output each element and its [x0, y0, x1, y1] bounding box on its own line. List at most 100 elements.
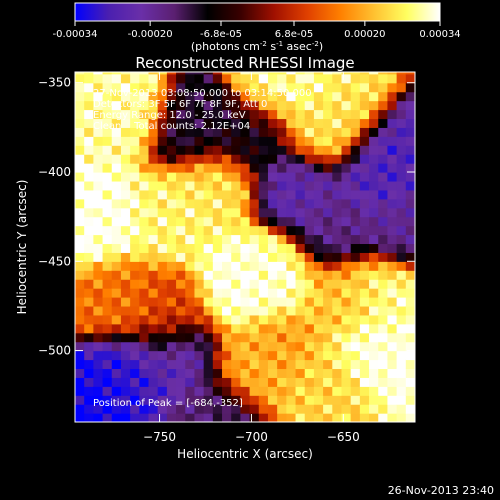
heatmap-cell	[396, 350, 407, 361]
heatmap-cell	[313, 109, 324, 120]
heatmap-cell	[369, 270, 379, 280]
heatmap-cell	[341, 100, 352, 111]
heatmap-cell	[249, 395, 260, 405]
heatmap-cell	[267, 216, 278, 227]
heatmap-cell	[194, 323, 205, 334]
heatmap-cell	[139, 368, 150, 378]
heatmap-cell	[378, 163, 389, 173]
heatmap-cell	[84, 234, 94, 245]
heatmap-cell	[387, 288, 398, 298]
heatmap-cell	[396, 413, 407, 422]
heatmap-cell	[157, 207, 168, 218]
heatmap-cell	[212, 189, 223, 200]
heatmap-cell	[341, 189, 352, 200]
heatmap-cell	[148, 341, 159, 352]
heatmap-cell	[240, 72, 251, 75]
heatmap-cell	[240, 368, 251, 378]
heatmap-cell	[139, 404, 150, 414]
heatmap-cell	[111, 154, 122, 164]
heatmap-cell	[359, 359, 370, 370]
colorbar-tick-label: 6.8e-05	[275, 29, 313, 40]
heatmap-cell	[240, 404, 251, 414]
heatmap-cell	[313, 189, 324, 200]
heatmap-cell	[405, 332, 415, 343]
heatmap-cell	[332, 154, 343, 164]
heatmap-cell	[139, 395, 150, 405]
heatmap-cell	[304, 297, 315, 307]
heatmap-cell	[304, 332, 315, 343]
heatmap-cell	[378, 73, 389, 84]
heatmap-cell	[323, 109, 333, 120]
heatmap-cell	[102, 413, 113, 422]
heatmap-cells	[75, 72, 415, 422]
heatmap-cell	[267, 163, 278, 173]
y-tick-label: −400	[38, 165, 71, 179]
heatmap-cell	[240, 145, 251, 155]
heatmap-cell	[286, 377, 297, 387]
heatmap-cell	[378, 216, 389, 227]
heatmap-cell	[378, 118, 389, 128]
heatmap-cell	[249, 109, 260, 120]
heatmap-cell	[212, 270, 223, 280]
heatmap-cell	[75, 332, 85, 343]
heatmap-cell	[359, 404, 370, 414]
heatmap-cell	[267, 350, 278, 361]
heatmap-cell	[166, 413, 177, 422]
heatmap-cell	[323, 350, 333, 361]
heatmap-cell	[332, 288, 343, 298]
heatmap-cell	[139, 377, 150, 387]
heatmap-cell	[341, 91, 352, 102]
heatmap-cell	[93, 297, 104, 307]
heatmap-cell	[157, 332, 168, 343]
heatmap-cell	[222, 377, 232, 387]
heatmap-cell	[359, 189, 370, 200]
heatmap-cell	[166, 261, 177, 271]
heatmap-cell	[313, 350, 324, 361]
heatmap-cell	[120, 395, 131, 405]
heatmap-cell	[120, 136, 131, 146]
heatmap-cell	[203, 163, 214, 173]
heatmap-cell	[166, 368, 177, 378]
heatmap-cell	[212, 404, 223, 414]
heatmap-cell	[304, 305, 315, 316]
heatmap-cell	[148, 350, 159, 361]
heatmap-cell	[203, 109, 214, 120]
heatmap-cell	[277, 154, 287, 164]
heatmap-cell	[75, 145, 85, 155]
heatmap-cell	[212, 341, 223, 352]
heatmap-cell	[359, 154, 370, 164]
heatmap-cell	[304, 350, 315, 361]
heatmap-cell	[304, 368, 315, 378]
heatmap-cell	[341, 127, 352, 137]
heatmap-cell	[277, 261, 287, 271]
heatmap-cell	[139, 234, 150, 245]
heatmap-cell	[350, 252, 361, 262]
heatmap-cell	[75, 72, 85, 75]
heatmap-cell	[84, 118, 94, 128]
heatmap-cell	[111, 270, 122, 280]
heatmap-cell	[194, 163, 205, 173]
heatmap-cell	[378, 252, 389, 262]
heatmap-cell	[148, 225, 159, 236]
heatmap-cell	[231, 163, 242, 173]
heatmap-cell	[387, 145, 398, 155]
heatmap-cell	[139, 279, 150, 289]
heatmap-cell	[194, 216, 205, 227]
heatmap-cell	[166, 359, 177, 370]
heatmap-cell	[323, 72, 333, 75]
heatmap-cell	[93, 100, 104, 111]
heatmap-cell	[111, 189, 122, 200]
heatmap-cell	[332, 404, 343, 414]
heatmap-cell	[304, 314, 315, 325]
heatmap-cell	[75, 198, 85, 209]
heatmap-cell	[249, 359, 260, 370]
heatmap-cell	[111, 136, 122, 146]
heatmap-cell	[139, 261, 150, 271]
heatmap-cell	[120, 189, 131, 200]
heatmap-cell	[350, 368, 361, 378]
heatmap-cell	[231, 404, 242, 414]
heatmap-cell	[84, 145, 94, 155]
heatmap-cell	[139, 270, 150, 280]
heatmap-cell	[120, 180, 131, 191]
heatmap-cell	[139, 314, 150, 325]
